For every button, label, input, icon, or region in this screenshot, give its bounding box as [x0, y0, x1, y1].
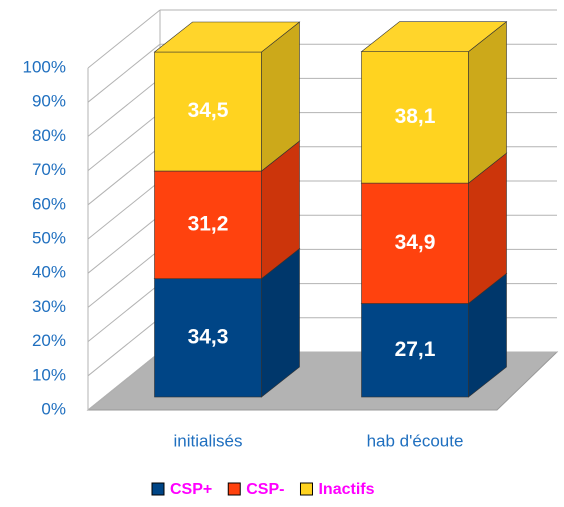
grid-line [87, 214, 161, 274]
value-label: 34,3 [188, 325, 229, 348]
y-tick-label: 30% [32, 297, 66, 316]
grid-line [87, 283, 161, 342]
bar-segment [154, 51, 262, 172]
y-tick-label: 70% [32, 160, 66, 179]
bar-segment [361, 51, 469, 184]
value-label: 34,9 [395, 231, 436, 254]
bar-top [360, 21, 508, 52]
x-tick-label: initialisés [174, 431, 243, 450]
bar-segment [154, 278, 262, 398]
y-tick-label: 50% [32, 228, 66, 247]
y-tick-label: 10% [32, 365, 66, 384]
grid-line [87, 9, 161, 69]
grid-line [87, 249, 161, 308]
legend-label: CSP- [246, 481, 284, 498]
legend-label: CSP+ [170, 481, 212, 498]
grid-line [87, 43, 161, 103]
grid-line [87, 78, 161, 137]
bar-segment [154, 170, 262, 279]
value-label: 38,1 [395, 105, 436, 128]
legend-swatch [227, 482, 241, 496]
value-label: 31,2 [188, 212, 229, 235]
y-tick-label: 100% [23, 57, 66, 76]
y-tick-label: 40% [32, 263, 66, 282]
x-tick-label: hab d'écoute [367, 431, 464, 450]
grid-line [87, 146, 161, 206]
grid-line [87, 112, 161, 171]
y-tick-label: 90% [32, 92, 66, 111]
grid-line [87, 180, 161, 240]
value-label: 34,5 [188, 99, 229, 122]
value-label: 27,1 [395, 338, 436, 361]
y-tick-label: 20% [32, 331, 66, 350]
bar-top [153, 21, 301, 53]
legend-swatch [151, 482, 165, 496]
legend-swatch [299, 482, 313, 496]
y-tick-label: 80% [32, 126, 66, 145]
grid-line [87, 351, 161, 411]
grid-line [87, 317, 161, 377]
y-tick-label: 60% [32, 194, 66, 213]
y-tick-label: 0% [41, 399, 66, 418]
legend-label: Inactifs [318, 481, 374, 498]
